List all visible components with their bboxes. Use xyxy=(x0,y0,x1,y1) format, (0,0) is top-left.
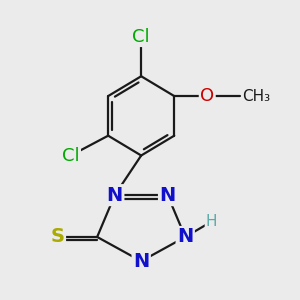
Text: S: S xyxy=(50,227,64,247)
Text: N: N xyxy=(177,227,194,247)
Text: N: N xyxy=(106,186,123,205)
Text: Cl: Cl xyxy=(62,146,80,164)
Text: N: N xyxy=(133,252,149,271)
Text: O: O xyxy=(200,87,214,105)
Text: H: H xyxy=(206,214,218,229)
Text: Cl: Cl xyxy=(132,28,150,46)
Text: N: N xyxy=(160,186,176,205)
Text: CH₃: CH₃ xyxy=(242,88,271,104)
